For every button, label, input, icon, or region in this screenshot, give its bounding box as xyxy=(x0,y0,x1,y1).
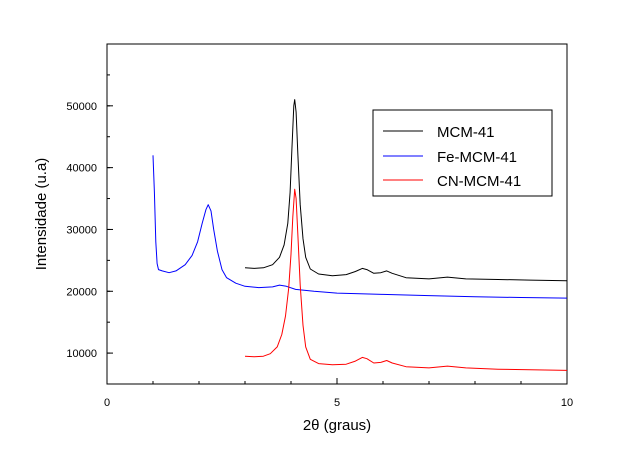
legend-label-fe-mcm41: Fe-MCM-41 xyxy=(437,149,517,166)
x-tick-label: 5 xyxy=(334,397,340,409)
series-line-fe-mcm-41 xyxy=(152,155,568,299)
legend: MCM-41 Fe-MCM-41 CN-MCM-41 xyxy=(372,109,553,197)
x-axis-title: 2θ (graus) xyxy=(303,417,371,434)
series-lines xyxy=(152,99,568,371)
y-axis-title: Intensidade (u.a) xyxy=(33,158,50,271)
series-line-mcm-41 xyxy=(244,99,568,282)
series-line-cn-mcm-41 xyxy=(244,188,568,371)
tick-labels: 0 5 10 10000 20000 30000 40000 50000 xyxy=(66,101,573,409)
y-tick-label: 40000 xyxy=(66,163,97,175)
legend-box xyxy=(372,109,553,197)
y-tick-label: 20000 xyxy=(66,286,97,298)
legend-label-cn-mcm41: CN-MCM-41 xyxy=(437,173,521,190)
axis-ticks xyxy=(106,43,568,384)
plot-frame xyxy=(106,43,568,385)
x-tick-label: 0 xyxy=(104,397,110,409)
legend-label-mcm41: MCM-41 xyxy=(437,124,495,141)
y-tick-label: 10000 xyxy=(66,348,97,360)
x-tick-label: 10 xyxy=(561,397,573,409)
y-tick-label: 30000 xyxy=(66,224,97,236)
y-tick-label: 50000 xyxy=(66,101,97,113)
